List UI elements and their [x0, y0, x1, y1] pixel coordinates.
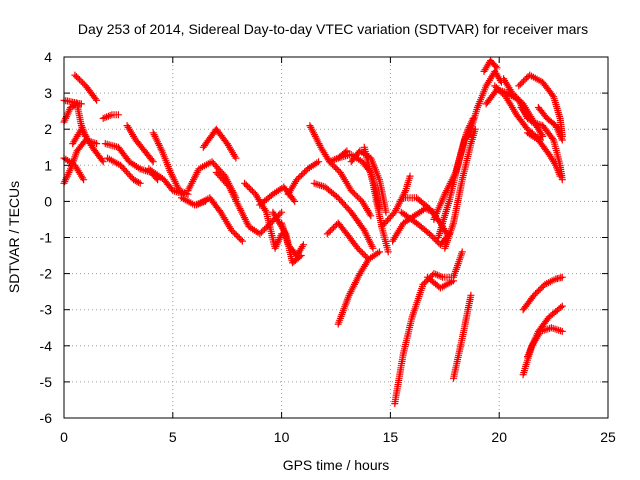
data-series-track-36 — [423, 273, 457, 292]
y-tick-label: 2 — [44, 121, 52, 137]
x-tick-labels: 0 5 10 15 20 25 — [60, 429, 616, 445]
data-series-track-10 — [123, 122, 157, 166]
data-series-track-25 — [326, 158, 375, 220]
data-series-track-11 — [149, 129, 192, 198]
data-series-track-21 — [278, 219, 307, 259]
data-series-track-51 — [519, 273, 566, 314]
data-series-track-52 — [524, 302, 566, 361]
x-tick-label: 25 — [600, 429, 616, 445]
axis-ticks — [63, 56, 609, 419]
data-series-track-12 — [145, 165, 188, 198]
y-tick-labels: -6 -5 -4 -3 -2 -1 0 1 2 3 4 — [40, 49, 53, 426]
x-tick-label: 20 — [491, 429, 507, 445]
y-tick-label: 3 — [44, 85, 52, 101]
y-tick-label: 0 — [44, 193, 52, 209]
x-tick-label: 15 — [383, 429, 399, 445]
y-axis-label: SDTVAR / TECUs — [6, 181, 22, 293]
chart-title: Day 253 of 2014, Sidereal Day-to-day VTE… — [78, 21, 588, 37]
data-series-track-18 — [241, 179, 286, 252]
y-tick-label: 1 — [44, 157, 52, 173]
data-series-track-47 — [517, 104, 566, 184]
data-series-track-48 — [524, 129, 564, 180]
data-series-track-15 — [199, 125, 240, 162]
y-tick-label: -2 — [40, 266, 53, 282]
data-series-track-22 — [284, 158, 323, 198]
y-tick-label: -5 — [40, 374, 53, 390]
data-series-track-39 — [434, 114, 477, 241]
y-tick-label: -4 — [40, 338, 53, 354]
data-series-track-31 — [378, 172, 414, 231]
y-tick-label: -1 — [40, 230, 53, 246]
data-series-track-9 — [104, 154, 144, 187]
data-series-track-42 — [480, 57, 501, 75]
data-series-track-49 — [534, 104, 566, 144]
data-series-track-7 — [99, 111, 122, 122]
data-points — [60, 57, 566, 408]
data-series-track-27 — [323, 219, 383, 263]
data-series-track-29 — [334, 255, 373, 328]
x-tick-label: 0 — [60, 429, 68, 445]
data-series-track-35 — [391, 248, 466, 408]
data-series-track-17 — [212, 169, 286, 238]
data-series-track-46 — [515, 71, 566, 140]
data-series-track-6 — [69, 125, 107, 166]
y-tick-label: -3 — [40, 302, 53, 318]
x-tick-label: 5 — [169, 429, 177, 445]
data-series-track-38 — [441, 125, 479, 252]
data-series-track-40 — [450, 291, 475, 382]
x-tick-label: 10 — [274, 429, 290, 445]
data-series-track-41 — [465, 67, 505, 140]
data-series-track-24 — [310, 179, 377, 252]
data-series-track-44 — [491, 82, 544, 144]
x-axis-label: GPS time / hours — [283, 457, 390, 473]
data-series-track-14 — [184, 158, 240, 202]
data-series-track-16 — [193, 194, 246, 245]
y-tick-label: -6 — [40, 410, 53, 426]
data-series-track-4 — [71, 71, 101, 104]
y-tick-label: 4 — [44, 49, 52, 65]
